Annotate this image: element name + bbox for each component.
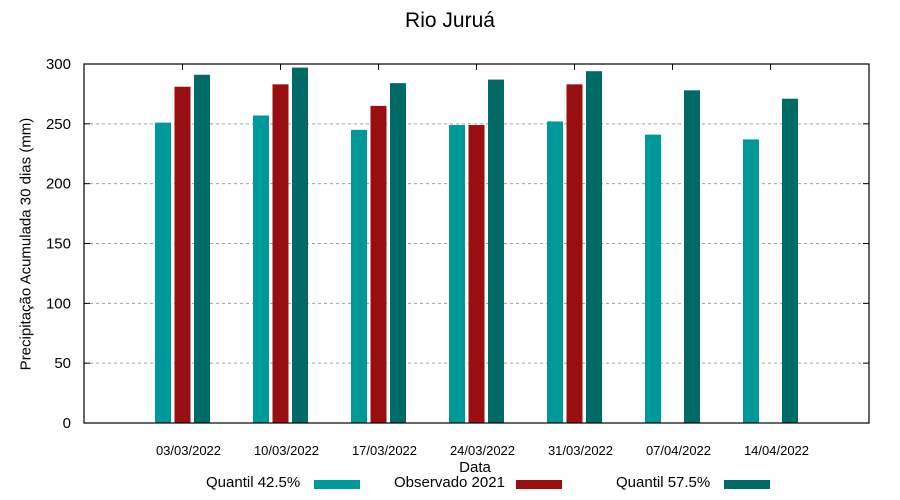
- x-tick-label: 10/03/2022: [254, 443, 319, 458]
- legend-item-observado-2021: Observado 2021: [394, 474, 562, 491]
- legend-item-quantil-57-5: Quantil 57.5%: [616, 474, 771, 491]
- bar: [468, 125, 485, 423]
- y-tick-label: 100: [46, 295, 71, 312]
- x-tick-label: 31/03/2022: [548, 443, 613, 458]
- x-tick-label: 03/03/2022: [156, 443, 221, 458]
- bar: [174, 86, 191, 423]
- bar: [351, 129, 367, 424]
- bar: [449, 125, 465, 423]
- y-tick-label: 250: [46, 116, 71, 133]
- x-tick-label: 17/03/2022: [352, 443, 417, 458]
- bar: [586, 71, 602, 424]
- y-tick-label: 200: [46, 176, 71, 193]
- bar: [782, 98, 798, 423]
- bar: [194, 74, 210, 424]
- legend-swatch: [724, 479, 771, 489]
- bar: [566, 84, 583, 424]
- legend-swatch: [314, 479, 361, 489]
- bar: [684, 90, 700, 424]
- y-tick-label: 0: [63, 415, 71, 432]
- y-tick-label: 50: [54, 355, 71, 372]
- x-tick-label: 24/03/2022: [450, 443, 515, 458]
- legend: Quantil 42.5% Observado 2021 Quantil 57.…: [0, 474, 900, 496]
- y-tick-label: 300: [46, 56, 71, 73]
- x-tick-label: 07/04/2022: [646, 443, 711, 458]
- bar: [743, 139, 759, 423]
- legend-label: Quantil 57.5%: [616, 474, 711, 491]
- bar: [547, 121, 563, 423]
- bar: [370, 105, 387, 423]
- bar: [645, 134, 661, 423]
- x-tick-label: 14/04/2022: [744, 443, 809, 458]
- legend-label: Observado 2021: [394, 474, 505, 491]
- legend-swatch: [515, 479, 562, 489]
- legend-item-quantil-42-5: Quantil 42.5%: [206, 474, 361, 491]
- x-axis-label: Data: [459, 459, 491, 476]
- plot-frame: [83, 63, 870, 424]
- bar: [253, 115, 269, 423]
- bar: [488, 79, 504, 423]
- chart-title: Rio Juruá: [405, 9, 495, 32]
- y-tick-label: 150: [46, 236, 71, 253]
- legend-label: Quantil 42.5%: [206, 474, 301, 491]
- bar: [292, 67, 308, 423]
- bar: [272, 84, 289, 424]
- bar: [155, 122, 171, 424]
- bar: [390, 83, 406, 423]
